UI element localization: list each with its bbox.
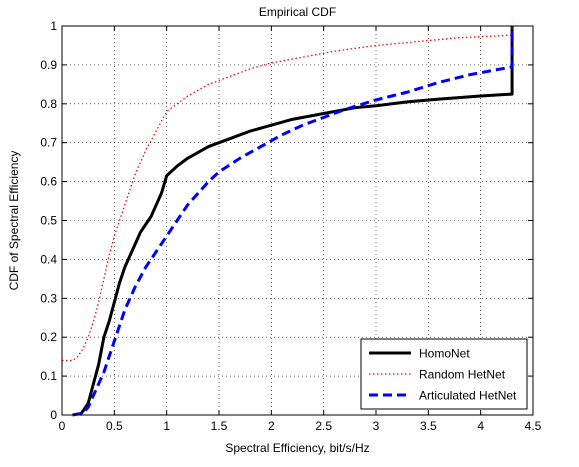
series-lines [62, 26, 514, 417]
x-axis-label: Spectral Efficiency, bit/s/Hz [225, 441, 369, 455]
y-tick-label: 0.1 [40, 369, 57, 383]
y-tick-label: 0.5 [40, 214, 57, 228]
x-tick-label: 2 [268, 419, 275, 433]
series-line-articulated-hetnet [72, 26, 514, 417]
chart-title: Empirical CDF [259, 5, 336, 19]
x-tick-label: 4 [477, 419, 484, 433]
legend-box [360, 338, 528, 410]
x-tick-label: 3 [373, 419, 380, 433]
x-tick-label: 1 [163, 419, 170, 433]
x-tick-label: 0 [59, 419, 66, 433]
legend-label-articulated-hetnet: Articulated HetNet [419, 389, 517, 403]
y-tick-label: 0 [50, 408, 57, 422]
x-tick-label: 4.5 [525, 419, 542, 433]
y-tick-label: 0.9 [40, 58, 57, 72]
axis-ticks: 0 0.5 1 1.5 2 2.5 3 3.5 4 4.5 0 0.1 0.2 0.3 0.4 0.5 0.6 0… [40, 19, 541, 433]
y-tick-label: 0.6 [40, 175, 57, 189]
y-tick-label: 0.2 [40, 330, 57, 344]
x-tick-label: 0.5 [106, 419, 123, 433]
legend-label-random-hetnet: Random HetNet [419, 368, 506, 382]
y-axis-label: CDF of Spectral Efficiency [7, 151, 21, 291]
y-tick-label: 0.4 [40, 252, 57, 266]
series-line-random-hetnet [62, 26, 513, 362]
y-tick-label: 0.3 [40, 291, 57, 305]
legend: HomoNet Random HetNet Articulated HetNet [360, 338, 528, 410]
x-tick-label: 1.5 [211, 419, 228, 433]
y-tick-label: 1 [50, 19, 57, 33]
series-line-homonet [78, 26, 514, 416]
y-tick-label: 0.7 [40, 136, 57, 150]
x-tick-label: 3.5 [420, 419, 437, 433]
y-tick-label: 0.8 [40, 97, 57, 111]
legend-label-homonet: HomoNet [419, 347, 470, 361]
x-tick-label: 2.5 [315, 419, 332, 433]
